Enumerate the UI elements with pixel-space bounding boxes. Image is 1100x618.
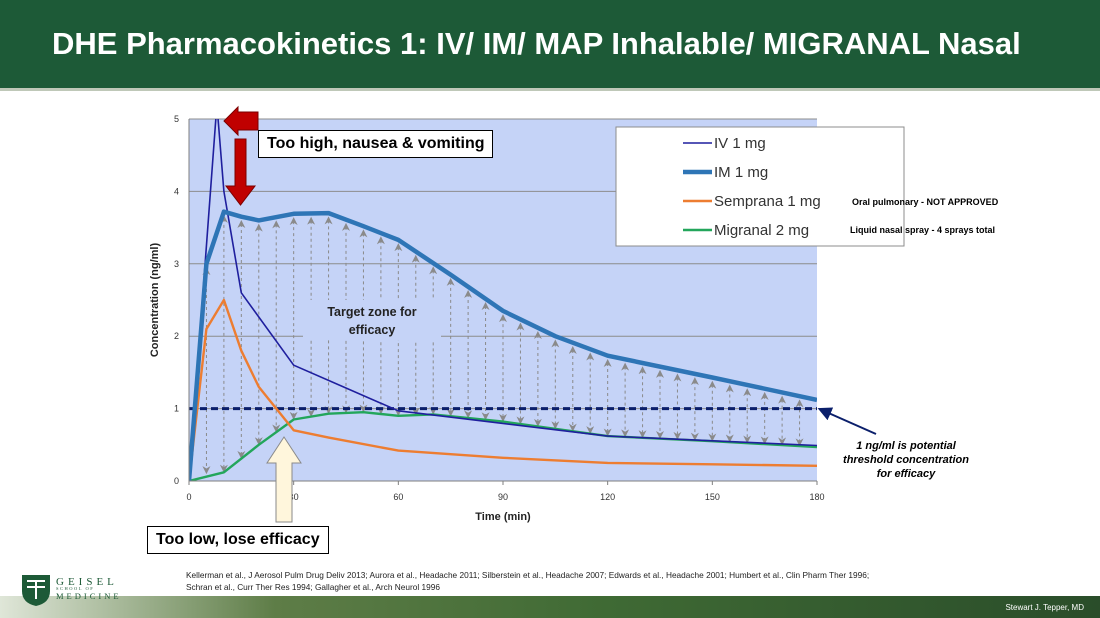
series-iv-line [189,119,817,481]
target-zone-backdrop [303,300,441,340]
note-migranal: Liquid nasal spray - 4 sprays total [850,225,995,235]
x-tick-label: 180 [809,492,824,502]
y-axis-label: Concentration (ng/ml) [149,243,161,358]
target-zone-label: Target zone for efficacy [327,305,416,337]
x-tick-label: 90 [498,492,508,502]
threshold-note: 1 ng/ml is potential threshold concentrat… [843,440,969,480]
x-tick-label: 60 [393,492,403,502]
legend-box [615,126,905,247]
legend-entry: IV 1 mg [714,135,766,152]
logo-name2: MEDICINE [56,591,122,601]
callout-too-low: Too low, lose efficacy [147,526,329,554]
y-tick-label: 0 [174,476,179,486]
footer-author: Stewart J. Tepper, MD [1005,603,1084,612]
x-tick-label: 150 [705,492,720,502]
cream-up-arrow [266,436,302,523]
y-tick-label: 3 [174,259,179,269]
legend-entry: Semprana 1 mg [714,193,821,210]
logo-sub: SCHOOL OF [56,586,95,591]
red-down-arrow [224,138,257,206]
logo-name: GEISEL [56,576,118,588]
y-tick-label: 5 [174,114,179,124]
red-left-arrow [223,105,259,137]
x-tick-label: 120 [600,492,615,502]
series-im-line [189,209,817,481]
shield-icon [22,575,50,606]
x-tick-label: 30 [289,492,299,502]
legend-entry: IM 1 mg [714,164,768,181]
series-semprana-line [189,298,817,481]
callout-too-high: Too high, nausea & vomiting [258,130,494,158]
y-tick-label: 2 [174,331,179,341]
references: Kellerman et al., J Aerosol Pulm Drug De… [186,570,870,592]
header-bar: DHE Pharmacokinetics 1: IV/ IM/ MAP Inha… [0,0,1100,88]
geisel-logo: GEISEL SCHOOL OF MEDICINE [18,572,119,608]
slide-title: DHE Pharmacokinetics 1: IV/ IM/ MAP Inha… [52,26,1021,61]
legend-entry: Migranal 2 mg [714,222,809,239]
y-tick-label: 1 [174,404,179,414]
footer-band [0,596,1100,618]
note-semprana: Oral pulmonary - NOT APPROVED [852,197,999,207]
x-axis-label: Time (min) [475,511,531,523]
x-tick-label: 0 [186,492,191,502]
header-rule [0,88,1100,91]
y-tick-label: 4 [174,186,179,196]
threshold-note-arrow [817,407,877,435]
